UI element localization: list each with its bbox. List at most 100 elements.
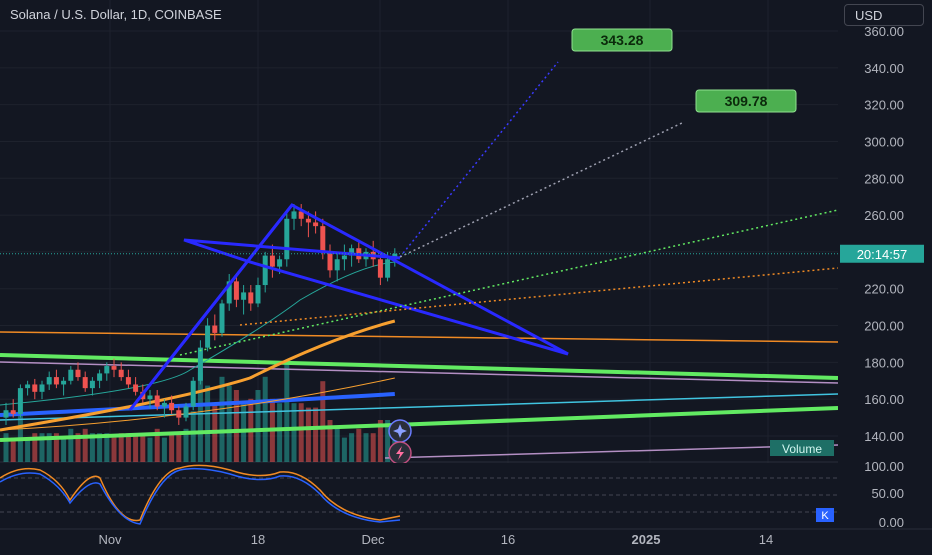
volume-bar-5 <box>39 433 45 462</box>
y-tick-11: 140.00 <box>864 429 904 444</box>
ma-100 <box>0 319 396 432</box>
y-tick-2: 320.00 <box>864 98 904 113</box>
volume-bar-30 <box>219 376 225 462</box>
candle-body-52 <box>377 259 383 278</box>
candle-body-24 <box>176 410 182 418</box>
candle-body-20 <box>147 395 153 400</box>
bolt-glyph <box>396 446 404 460</box>
target-label-bg-0 <box>571 28 673 52</box>
x-tick-5: 14 <box>759 532 773 547</box>
candle-body-48 <box>349 248 355 256</box>
volume-bar-21 <box>154 428 160 462</box>
volume-bar-7 <box>53 433 59 462</box>
volume-bar-45 <box>327 420 333 462</box>
volume-bar-52 <box>377 420 383 462</box>
candle-body-12 <box>89 380 95 389</box>
volume-bar-23 <box>169 433 175 462</box>
candle-body-28 <box>205 325 211 348</box>
stoch-d <box>0 467 401 525</box>
time-axis[interactable]: Nov 18 Dec 16 2025 14 <box>0 528 932 550</box>
oscillator-pane: 100.00 50.00 0.00 K <box>0 459 904 530</box>
time-axis-bg <box>0 529 932 550</box>
candle-body-5 <box>39 384 45 392</box>
x-tick-3: 16 <box>501 532 515 547</box>
candle-body-45 <box>327 251 333 271</box>
candle-body-46 <box>334 259 340 271</box>
volume-bar-43 <box>313 407 319 462</box>
volume-label-bg <box>770 440 834 456</box>
volume-bar-32 <box>233 390 239 462</box>
target-path-1 <box>399 61 559 258</box>
green-dotted-line <box>179 209 839 356</box>
horizontal-line-orange <box>0 331 839 343</box>
candle-body-0 <box>3 410 9 418</box>
ma-50 <box>0 377 395 431</box>
currency-button[interactable]: USD <box>844 4 924 26</box>
volume-bar-40 <box>291 403 297 462</box>
candle-body-13 <box>97 373 103 381</box>
candle-body-29 <box>212 325 218 333</box>
candle-body-37 <box>269 255 275 267</box>
candle-body-33 <box>241 292 247 300</box>
x-tick-2: Dec <box>361 532 385 547</box>
candle-body-42 <box>305 218 311 223</box>
x-tick-1: 18 <box>251 532 265 547</box>
volume-bar-24 <box>176 433 182 462</box>
candle-body-43 <box>313 222 319 227</box>
volume-bar-17 <box>125 433 131 462</box>
symbol-title: Solana / U.S. Dollar, 1D, COINBASE <box>10 7 222 22</box>
volume-bar-28 <box>205 385 211 462</box>
volume-bar-11 <box>82 428 88 462</box>
target-label-1: 309.78 <box>725 93 768 109</box>
candle-body-53 <box>385 259 391 278</box>
osc-tick-2: 0.00 <box>879 515 904 530</box>
candle-body-6 <box>46 377 52 385</box>
candle-body-14 <box>104 366 110 374</box>
pattern-leg <box>128 204 294 411</box>
y-tick-9: 180.00 <box>864 355 904 370</box>
stoch-k <box>0 464 401 522</box>
volume-bar-2 <box>17 411 23 462</box>
volume-bar-46 <box>334 428 340 462</box>
candle-body-16 <box>118 369 124 378</box>
y-tick-5: 260.00 <box>864 208 904 223</box>
candle-body-18 <box>133 384 139 392</box>
candle-body-38 <box>277 259 283 267</box>
x-tick-0: Nov <box>98 532 122 547</box>
trend-lines <box>0 261 839 459</box>
pattern-overlay: 343.28 309.78 <box>0 28 839 465</box>
osc-tick-0: 100.00 <box>864 459 904 474</box>
candle-body-7 <box>53 377 59 385</box>
volume-bar-26 <box>190 411 196 462</box>
candle-body-44 <box>320 226 326 252</box>
price-axis[interactable]: 360.00340.00320.00300.00280.00260.00240.… <box>770 0 932 550</box>
y-tick-4: 280.00 <box>864 171 904 186</box>
volume-bar-27 <box>197 372 203 462</box>
orange-dotted-line <box>239 267 839 326</box>
star-glyph <box>393 424 407 438</box>
y-tick-10: 160.00 <box>864 392 904 407</box>
volume-bar-1 <box>10 437 16 462</box>
volume-bar-25 <box>183 428 189 462</box>
volume-label: Volume <box>782 442 822 456</box>
volume-bar-51 <box>370 433 376 462</box>
volume-bar-8 <box>61 437 67 462</box>
volume-bar-42 <box>305 407 311 462</box>
candle-body-2 <box>17 388 23 414</box>
candle-body-23 <box>169 402 175 411</box>
candle-body-31 <box>226 281 232 304</box>
candle-body-10 <box>75 369 81 378</box>
cyan-line <box>0 393 839 421</box>
ma-20 <box>0 261 395 406</box>
osc-tick-1: 50.00 <box>871 486 904 501</box>
candle-body-34 <box>248 292 254 304</box>
volume-bar-31 <box>226 385 232 462</box>
candle-body-17 <box>125 377 131 385</box>
volume-bar-36 <box>262 376 268 462</box>
volume-bar-16 <box>118 433 124 462</box>
candle-body-8 <box>61 380 67 385</box>
volume-bar-44 <box>320 381 326 462</box>
candle-body-41 <box>298 211 304 219</box>
